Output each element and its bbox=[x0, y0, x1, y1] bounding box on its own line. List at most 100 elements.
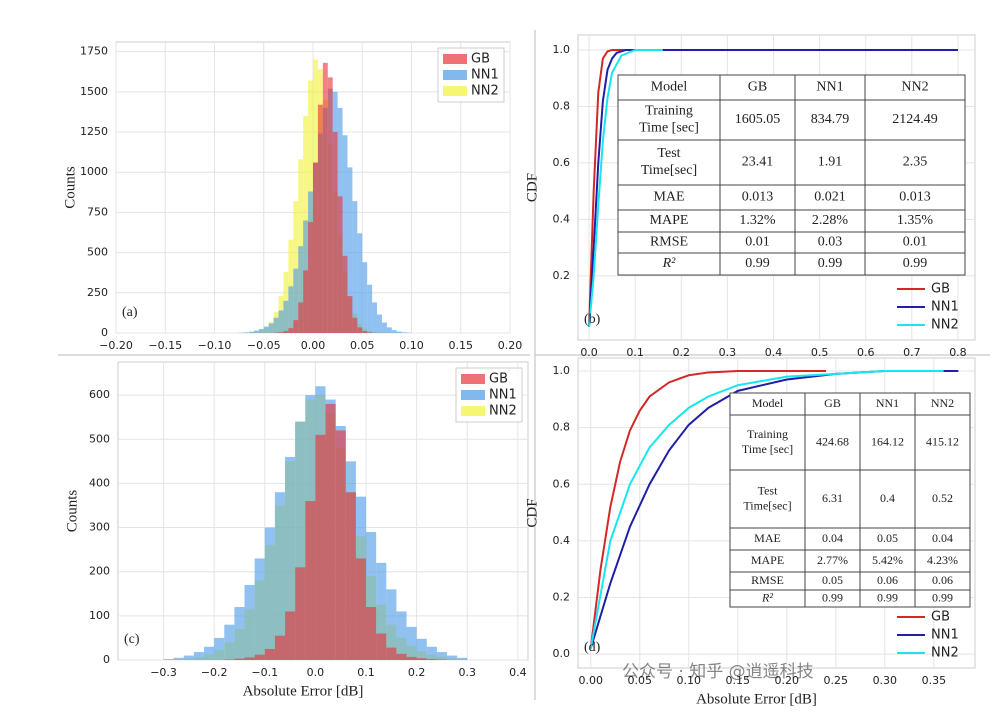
table-cell: 164.12 bbox=[871, 434, 904, 448]
histogram-bar bbox=[214, 637, 225, 660]
x-tick-label: 0.35 bbox=[922, 674, 947, 687]
histogram-bar bbox=[293, 268, 299, 333]
table-cell: 2.77% bbox=[817, 553, 848, 567]
table-cell: 1.91 bbox=[818, 155, 843, 170]
histogram-bar bbox=[396, 611, 407, 660]
table-cell: MAE bbox=[653, 190, 684, 205]
x-tick-label: 0.0 bbox=[307, 666, 325, 679]
bars bbox=[239, 59, 412, 334]
table-background bbox=[617, 74, 966, 276]
histogram-bar bbox=[268, 323, 274, 333]
y-tick-label: 1250 bbox=[80, 125, 108, 138]
x-tick-label: 0.3 bbox=[459, 666, 477, 679]
panel-label: (a) bbox=[122, 305, 138, 320]
histogram-bar bbox=[295, 567, 306, 660]
histogram-bar bbox=[352, 201, 358, 333]
x-tick-label: 0.4 bbox=[765, 346, 783, 359]
panel-label: (c) bbox=[124, 632, 140, 647]
histogram-bar bbox=[401, 332, 407, 333]
x-tick-label: 0.25 bbox=[824, 674, 849, 687]
table-cell: NN1 bbox=[816, 80, 843, 95]
legend-label: NN2 bbox=[471, 84, 499, 99]
histogram-bar bbox=[345, 492, 356, 660]
histogram-bar bbox=[376, 562, 387, 660]
histogram-bar bbox=[366, 531, 377, 660]
table-cell: Training bbox=[747, 427, 788, 441]
histogram-bar bbox=[447, 655, 458, 660]
table-cell: 0.013 bbox=[899, 190, 931, 205]
table-cell: 0.03 bbox=[818, 235, 843, 250]
y-tick-label: 0.8 bbox=[553, 421, 571, 434]
histogram-bar bbox=[264, 648, 275, 660]
x-tick-label: 0.1 bbox=[357, 666, 375, 679]
histogram-bar bbox=[244, 332, 249, 333]
table-cell: 0.05 bbox=[877, 531, 898, 545]
x-tick-label: 0.4 bbox=[509, 666, 527, 679]
table-cell: 2.28% bbox=[812, 213, 849, 228]
histogram-bar bbox=[285, 611, 296, 660]
legend-swatch bbox=[461, 406, 485, 416]
histogram-bar bbox=[362, 262, 368, 333]
table-cell: 0.99 bbox=[932, 590, 953, 604]
x-tick-label: −0.1 bbox=[251, 666, 278, 679]
histogram-bar bbox=[278, 310, 284, 333]
histogram-bar bbox=[416, 658, 427, 660]
x-axis-label: Absolute Error [dB] bbox=[696, 691, 817, 707]
table-cell: 0.4 bbox=[880, 491, 895, 505]
histogram-bar bbox=[283, 300, 289, 333]
table-cell: NN1 bbox=[876, 396, 899, 410]
histogram-bar bbox=[285, 456, 296, 660]
histogram-bar bbox=[352, 317, 358, 333]
table-cell: MAPE bbox=[751, 553, 784, 567]
x-tick-label: 0.20 bbox=[775, 674, 800, 687]
histogram-bar bbox=[288, 286, 294, 333]
y-tick-label: 0 bbox=[103, 653, 110, 666]
histogram-bar bbox=[264, 527, 275, 660]
legend-swatch bbox=[443, 86, 467, 96]
bars bbox=[163, 386, 468, 660]
cdf-line bbox=[588, 48, 732, 327]
histogram-bar bbox=[396, 653, 407, 660]
legend-label: GB bbox=[471, 52, 490, 67]
x-tick-label: 0.7 bbox=[903, 346, 921, 359]
histogram-bar bbox=[313, 162, 318, 333]
histogram-bar bbox=[254, 654, 265, 660]
histogram-bar bbox=[327, 77, 333, 333]
histogram-bar bbox=[386, 589, 397, 660]
table-cell: 0.99 bbox=[877, 590, 898, 604]
y-axis-label: Counts bbox=[64, 490, 80, 533]
x-tick-label: 0.00 bbox=[301, 339, 326, 352]
histogram-bar bbox=[381, 322, 387, 333]
table-cell: 5.42% bbox=[872, 553, 903, 567]
table-cell: 0.013 bbox=[742, 190, 774, 205]
table-cell: 6.31 bbox=[822, 491, 843, 505]
histogram-bar bbox=[274, 635, 286, 660]
table-cell: 0.021 bbox=[814, 190, 846, 205]
y-tick-label: 200 bbox=[89, 565, 110, 578]
y-tick-label: 100 bbox=[89, 609, 110, 622]
table-cell: 0.04 bbox=[822, 531, 843, 545]
x-tick-label: −0.3 bbox=[150, 666, 177, 679]
legend-label: GB bbox=[931, 610, 950, 625]
histogram-bar bbox=[183, 655, 194, 660]
table-cell: Model bbox=[752, 396, 784, 410]
x-tick-label: 0.1 bbox=[626, 346, 644, 359]
table-cell: 1.32% bbox=[739, 213, 776, 228]
histogram-bar bbox=[248, 331, 254, 333]
table-cell: 23.41 bbox=[742, 155, 774, 170]
histogram-bar bbox=[342, 135, 348, 333]
histogram-bar bbox=[367, 284, 373, 333]
histogram-bar bbox=[234, 658, 245, 660]
y-tick-label: 0.8 bbox=[553, 99, 571, 112]
histogram-bar bbox=[367, 332, 373, 333]
table-cell: 2124.49 bbox=[892, 112, 938, 127]
legend-swatch bbox=[461, 374, 485, 384]
table-cell: 0.99 bbox=[822, 590, 843, 604]
x-tick-label: 0.15 bbox=[726, 674, 751, 687]
table-cell: 0.99 bbox=[903, 256, 928, 271]
cdf-line bbox=[588, 48, 958, 327]
x-tick-label: −0.05 bbox=[247, 339, 281, 352]
table-cell: 0.52 bbox=[932, 491, 953, 505]
table-cell: 1605.05 bbox=[735, 112, 781, 127]
histogram-bar bbox=[263, 326, 269, 333]
